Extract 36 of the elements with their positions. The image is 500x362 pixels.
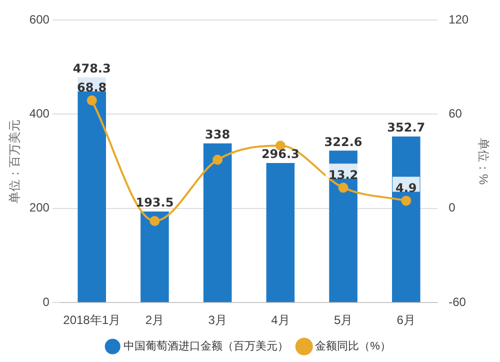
point bbox=[150, 216, 160, 226]
y-tick-label: 600 bbox=[29, 12, 50, 26]
bar bbox=[392, 136, 420, 302]
data-label: 338 bbox=[205, 128, 230, 142]
point bbox=[401, 196, 412, 206]
x-tick-label: 4月 bbox=[271, 313, 290, 328]
bar bbox=[266, 163, 295, 302]
bar bbox=[140, 211, 169, 302]
y-tick-label: 0 bbox=[42, 294, 50, 309]
y2-axis-title: 单位：% bbox=[476, 138, 490, 185]
data-label: 296.3 bbox=[261, 147, 300, 162]
y2-tick-label: 60 bbox=[448, 106, 462, 121]
data-label: 478.3 bbox=[72, 61, 111, 76]
point bbox=[86, 95, 97, 106]
y-axis-title: 单位：百万美元 bbox=[8, 119, 22, 204]
x-tick-label: 3月 bbox=[208, 313, 227, 328]
y2-tick-label: 120 bbox=[448, 12, 469, 26]
bar bbox=[203, 143, 232, 302]
x-tick-label: 5月 bbox=[334, 313, 353, 328]
data-label: 322.6 bbox=[324, 134, 362, 149]
x-tick-label: 2月 bbox=[145, 313, 164, 328]
data-label: 352.7 bbox=[387, 120, 426, 135]
x-tick-label: 6月 bbox=[396, 313, 416, 328]
data-label: 68.8 bbox=[77, 80, 107, 95]
data-label: 4.9 bbox=[396, 180, 417, 195]
legend-label: 金额同比（%） bbox=[315, 340, 391, 353]
data-label: 193.5 bbox=[136, 196, 174, 210]
y-tick-label: 400 bbox=[29, 106, 50, 121]
y2-tick-label: 0 bbox=[448, 200, 456, 215]
data-label: 13.2 bbox=[328, 168, 358, 182]
point bbox=[212, 154, 223, 165]
y-tick-label: 200 bbox=[29, 200, 50, 215]
y2-tick-label: -60 bbox=[448, 294, 466, 309]
point bbox=[338, 182, 348, 193]
legend-label: 中国葡萄酒进口金额（百万美元） bbox=[124, 340, 289, 353]
x-tick-label: 2018年1月 bbox=[63, 313, 121, 328]
